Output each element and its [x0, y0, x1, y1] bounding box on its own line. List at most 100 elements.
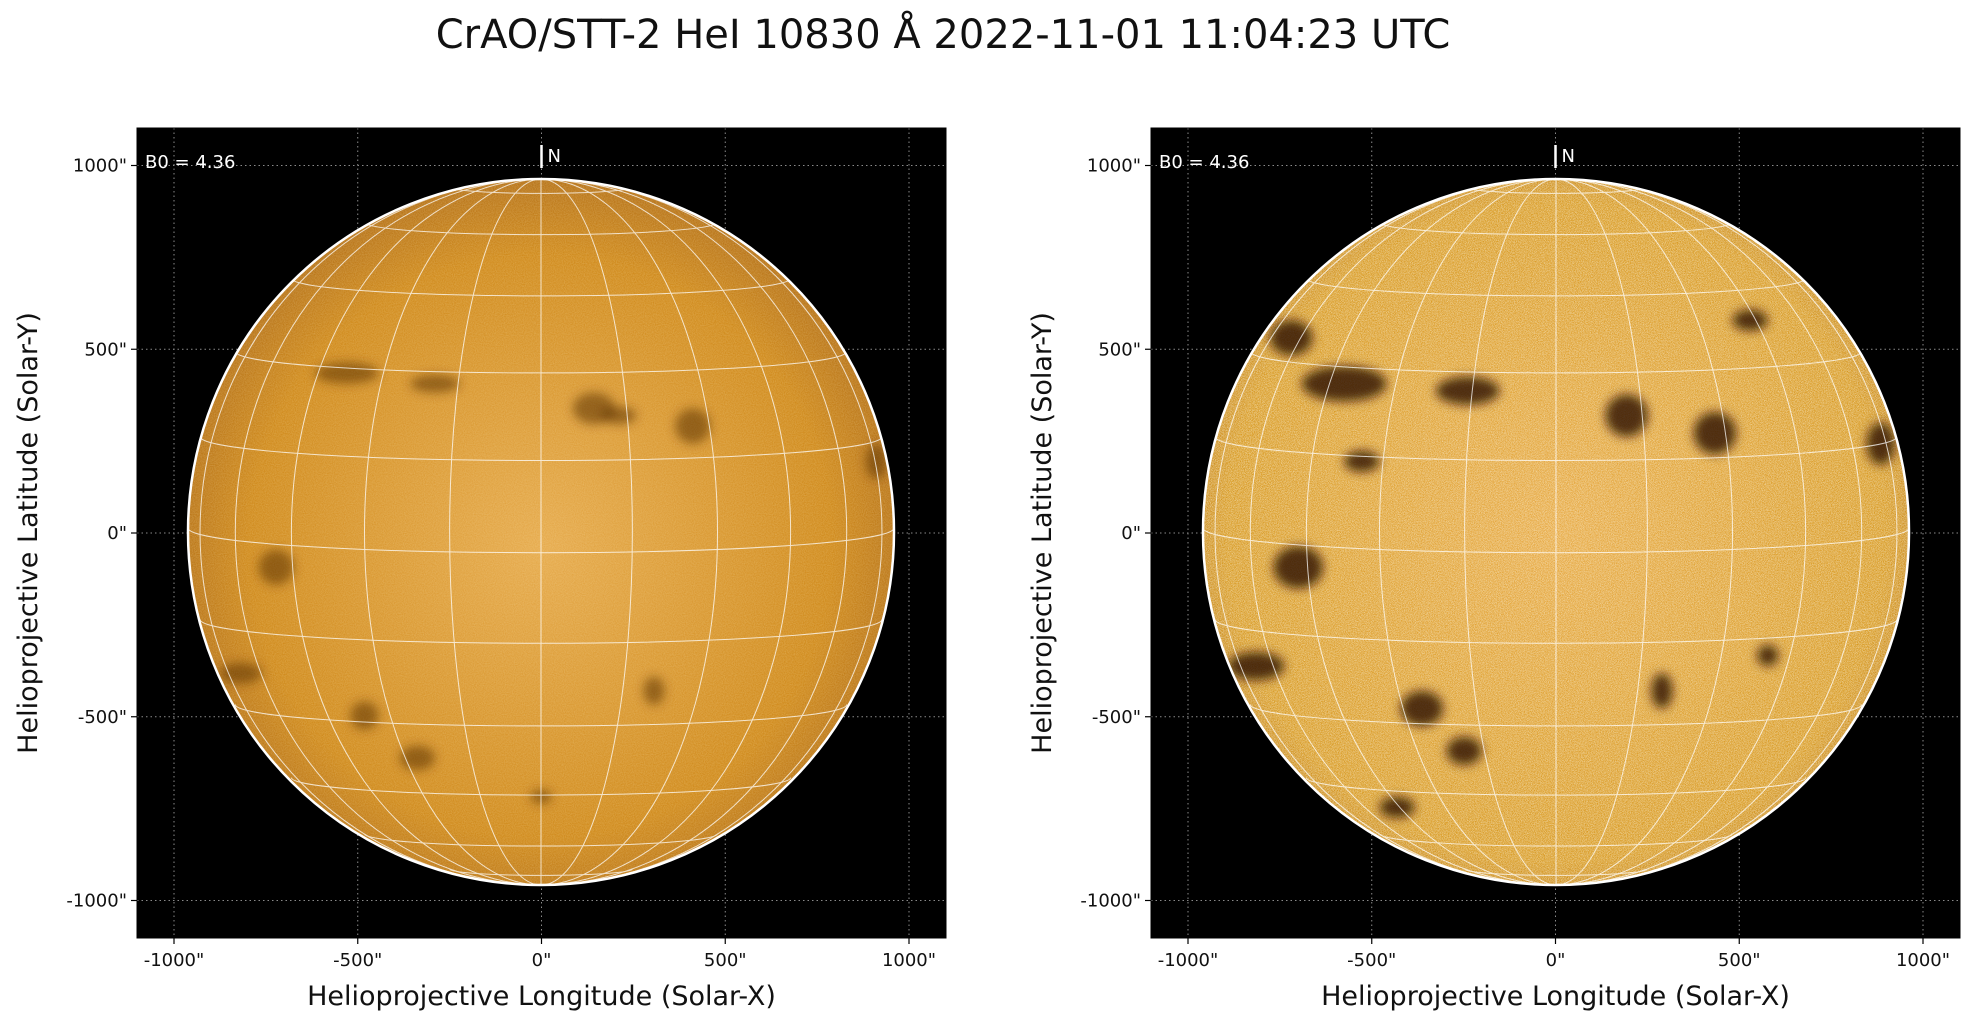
dark-filament	[675, 408, 711, 444]
parallel-line	[364, 833, 718, 847]
dark-filament	[350, 701, 379, 730]
parallel-line	[449, 186, 633, 194]
filament-group	[1227, 309, 1895, 818]
x-tick-label: -1000"	[1158, 950, 1219, 971]
x-axis-label: Helioprojective Longitude (Solar-X)	[307, 981, 776, 1012]
parallel-line	[199, 436, 883, 462]
meridian-line	[1379, 179, 1557, 885]
solar-disk	[188, 179, 894, 885]
axes-background	[1151, 128, 1960, 938]
solar-disk	[1203, 179, 1909, 885]
dark-filament	[643, 676, 665, 705]
meridian-line	[1249, 179, 1557, 885]
axes-frame	[136, 127, 947, 939]
north-label: N	[548, 146, 561, 167]
b0-annotation: B0 = 4.36	[1159, 152, 1249, 173]
heliographic-grid	[188, 179, 894, 885]
x-tick-label: 0"	[1546, 950, 1566, 971]
dark-filament	[601, 406, 637, 425]
parallel-line	[1214, 436, 1898, 461]
parallel-line	[1379, 833, 1733, 847]
parallel-line	[1305, 278, 1807, 297]
y-tick-label: -1000"	[1080, 891, 1141, 912]
parallel-line	[1464, 186, 1648, 194]
north-label: N	[1562, 146, 1575, 167]
meridian-line	[1464, 179, 1557, 885]
b0-annotation: B0 = 4.36	[145, 152, 235, 173]
panel-left-plot: N B0 = 4.36 -1000" -500" 0" 500" 1000" 1000" 500…	[13, 127, 947, 1012]
meridian-line	[540, 179, 883, 885]
meridian-line	[449, 179, 542, 885]
dark-filament	[1270, 320, 1313, 356]
parallel-line	[364, 222, 718, 236]
dark-filament	[1866, 422, 1895, 465]
meridian-line	[540, 179, 718, 885]
dark-filament	[1605, 394, 1648, 437]
x-axis-label: Helioprojective Longitude (Solar-X)	[1321, 981, 1790, 1012]
meridian-line	[1555, 179, 1733, 885]
meridian-line	[290, 179, 542, 885]
dark-filament	[258, 549, 294, 585]
y-tick-label: 1000"	[1087, 156, 1141, 177]
parallel-line	[188, 527, 894, 554]
meridian-line	[1555, 179, 1898, 885]
heliographic-grid	[1203, 179, 1909, 885]
meridian-line	[1214, 179, 1557, 885]
dark-filament	[1273, 546, 1324, 589]
y-tick-label: 0"	[1121, 523, 1141, 544]
dark-filament	[410, 374, 460, 393]
meridian-line	[540, 179, 848, 885]
y-tick-label: -500"	[78, 707, 127, 728]
figure-title: CrAO/STT-2 HeI 10830 Å 2022-11-01 11:04:…	[435, 12, 1451, 58]
y-tick-label: 1000"	[73, 156, 127, 177]
dark-filament	[1732, 309, 1768, 331]
dark-filament	[865, 443, 887, 480]
filament-group	[219, 362, 887, 804]
x-tick-label: 1000"	[882, 950, 936, 971]
x-tick-label: 500"	[1718, 950, 1761, 971]
dark-filament	[572, 392, 616, 425]
x-tick-label: 1000"	[1896, 950, 1950, 971]
meridian-line	[199, 179, 542, 885]
x-tick-label: 500"	[704, 950, 747, 971]
dark-filament	[530, 789, 552, 804]
y-tick-label: 0"	[107, 523, 127, 544]
meridian-line	[1305, 179, 1557, 885]
solar-limb	[1201, 177, 1911, 887]
x-tick-label: -500"	[1347, 950, 1396, 971]
y-axis-label: Helioprojective Latitude (Solar-Y)	[1027, 312, 1058, 754]
meridian-line	[1555, 179, 1863, 885]
dark-filament	[315, 362, 379, 384]
dark-filament	[399, 745, 436, 771]
dark-filament	[1757, 644, 1779, 667]
meridian-line	[540, 179, 633, 885]
granulation-texture	[188, 179, 894, 885]
meridian-line	[540, 179, 792, 885]
parallel-line	[449, 868, 633, 876]
dark-filament	[219, 662, 263, 684]
y-tick-label: 500"	[84, 339, 127, 360]
parallel-line	[199, 619, 883, 644]
parallel-line	[234, 704, 848, 727]
dark-filament	[1446, 736, 1482, 765]
y-axis-label: Helioprojective Latitude (Solar-Y)	[13, 312, 44, 754]
y-tick-label: -500"	[1092, 707, 1141, 728]
parallel-line	[1464, 868, 1648, 876]
dark-filament	[1400, 690, 1444, 727]
dark-filament	[1301, 366, 1387, 402]
solar-limb	[186, 177, 896, 887]
x-tick-label: -500"	[333, 950, 382, 971]
granulation-texture	[1203, 179, 1909, 885]
dark-filament	[1379, 796, 1415, 818]
parallel-line	[1305, 777, 1807, 796]
dark-filament	[1435, 376, 1500, 405]
x-tick-label: 0"	[532, 950, 552, 971]
x-tick-label: -1000"	[144, 950, 205, 971]
parallel-line	[234, 351, 848, 374]
meridian-line	[364, 179, 542, 885]
dark-filament	[1693, 411, 1737, 455]
dark-filament	[1651, 673, 1673, 709]
parallel-line	[290, 278, 792, 297]
parallel-line	[1379, 222, 1733, 236]
